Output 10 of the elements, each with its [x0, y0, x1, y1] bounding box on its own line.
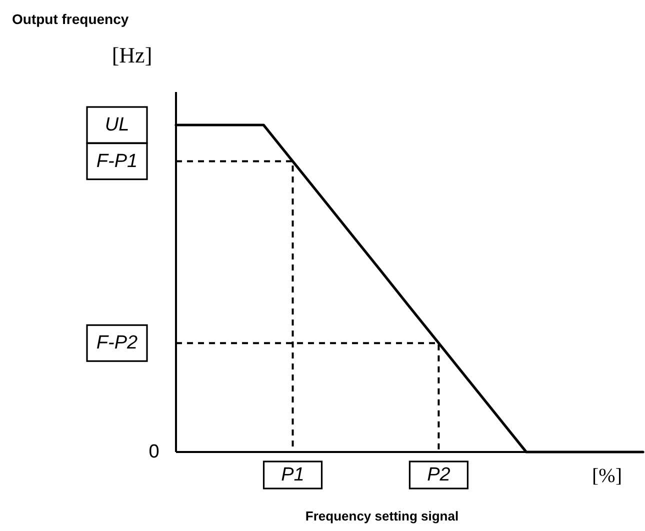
text: [%]	[592, 465, 622, 487]
x-tick-label: P2	[427, 464, 451, 486]
text: 0	[148, 442, 160, 462]
ref-line-label: F-P2	[96, 332, 138, 354]
text: Output frequency	[12, 11, 129, 27]
ref-line-label: F-P1	[96, 150, 138, 172]
text: UL	[104, 114, 130, 136]
x-tick-label: P1	[281, 464, 304, 486]
x-axis-title: Frequency setting signal	[305, 508, 459, 524]
text: [Hz]	[112, 42, 152, 68]
